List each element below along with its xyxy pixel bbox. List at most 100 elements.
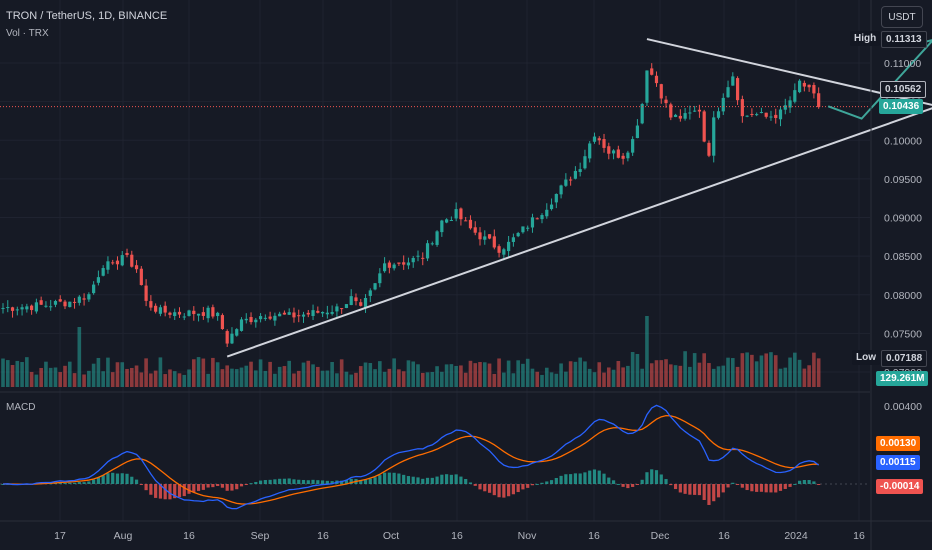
macd-histogram-bar bbox=[106, 473, 110, 484]
price-tick-label: 0.07500 bbox=[884, 328, 922, 340]
volume-bar bbox=[664, 359, 668, 387]
candle-body bbox=[316, 310, 320, 313]
macd-histogram-bar bbox=[392, 472, 396, 484]
candle-body bbox=[640, 104, 644, 124]
macd-histogram-bar bbox=[1, 484, 5, 485]
macd-histogram-bar bbox=[573, 473, 577, 484]
candle-body bbox=[378, 273, 382, 284]
volume-bar bbox=[206, 373, 210, 387]
candle-body bbox=[535, 218, 539, 220]
candle-body bbox=[716, 111, 721, 118]
candle-body bbox=[20, 307, 24, 310]
chart-title: TRON / TetherUS, 1D, BINANCE bbox=[6, 10, 168, 22]
time-tick-label: Nov bbox=[518, 530, 537, 542]
macd-histogram-bar bbox=[182, 484, 186, 497]
candle-body bbox=[134, 265, 139, 270]
time-tick-label: Sep bbox=[251, 530, 270, 542]
macd-histogram-bar bbox=[588, 470, 592, 484]
volume-bar bbox=[287, 360, 291, 387]
candle-body bbox=[87, 294, 91, 300]
volume-bar bbox=[20, 362, 24, 387]
macd-histogram-bar bbox=[640, 479, 644, 484]
volume-bar bbox=[812, 352, 816, 387]
volume-bar bbox=[115, 362, 120, 387]
candle-body bbox=[473, 227, 477, 233]
macd-histogram-bar bbox=[111, 472, 115, 484]
price-tick-label: 0.09500 bbox=[884, 174, 922, 186]
candle-body bbox=[783, 105, 787, 110]
candle-body bbox=[149, 301, 153, 308]
macd-histogram-bar bbox=[87, 481, 91, 484]
candle-body bbox=[497, 246, 501, 253]
candle-body bbox=[521, 226, 525, 233]
volume-bar bbox=[587, 368, 592, 387]
volume-bar bbox=[311, 364, 315, 387]
macd-histogram-bar bbox=[793, 483, 797, 485]
histogram-value-label: -0.00014 bbox=[876, 479, 924, 494]
candle-body bbox=[812, 85, 816, 94]
macd-histogram-bar bbox=[58, 482, 62, 484]
volume-bar bbox=[268, 361, 272, 387]
candle-body bbox=[249, 317, 253, 323]
volume-bar bbox=[649, 363, 654, 387]
candle-body bbox=[168, 312, 172, 315]
currency-button[interactable]: USDT bbox=[881, 6, 923, 28]
volume-bar bbox=[120, 362, 125, 387]
candle-body bbox=[487, 234, 492, 239]
candle-body bbox=[402, 262, 406, 265]
volume-bar bbox=[626, 365, 630, 387]
candle-body bbox=[192, 310, 196, 315]
macd-histogram-bar bbox=[149, 484, 153, 495]
macd-histogram-bar bbox=[693, 484, 697, 495]
macd-histogram-bar bbox=[268, 479, 272, 484]
time-tick-label: Dec bbox=[651, 530, 670, 542]
macd-histogram-bar bbox=[301, 479, 306, 484]
macd-histogram-bar bbox=[249, 483, 253, 485]
macd-histogram-bar bbox=[239, 484, 244, 487]
axes: 0.110000.105000.100000.095000.090000.085… bbox=[54, 58, 922, 542]
candle-body bbox=[678, 115, 682, 119]
volume-bar bbox=[416, 364, 420, 387]
volume-bar bbox=[573, 361, 578, 387]
volume-bar bbox=[101, 371, 105, 387]
volume-bar bbox=[482, 362, 487, 387]
candle-body bbox=[659, 84, 663, 99]
candle-body bbox=[201, 312, 205, 316]
volume-bar bbox=[5, 360, 10, 387]
price-tick-label: 0.10000 bbox=[884, 135, 922, 147]
macd-histogram-bar bbox=[230, 484, 234, 491]
candle-body bbox=[154, 305, 158, 312]
volume-bar bbox=[91, 363, 96, 387]
macd-histogram-bar bbox=[750, 484, 754, 492]
candle-body bbox=[340, 308, 344, 310]
macd-histogram-bar bbox=[402, 474, 406, 484]
volume-bar bbox=[544, 367, 549, 387]
macd-histogram-bar bbox=[435, 476, 439, 484]
volume-bar bbox=[616, 360, 621, 387]
candle-body bbox=[540, 215, 544, 220]
candle-body bbox=[554, 193, 558, 203]
volume-bar bbox=[492, 373, 497, 387]
volume-bar bbox=[635, 354, 640, 387]
candles bbox=[0, 63, 870, 347]
macd-histogram-bar bbox=[764, 484, 768, 493]
volume-bar bbox=[254, 370, 258, 387]
macd-histogram-bar bbox=[778, 484, 783, 491]
macd-histogram-bar bbox=[82, 482, 86, 484]
volume-bar bbox=[10, 365, 15, 387]
volume-bar bbox=[559, 363, 563, 387]
candle-body bbox=[778, 109, 783, 120]
volume-bar bbox=[640, 368, 644, 387]
candle-body bbox=[788, 100, 792, 108]
macd-line bbox=[2, 404, 820, 510]
volume-bar bbox=[425, 372, 430, 387]
candle-body bbox=[383, 263, 387, 272]
current-price-label: 0.10436 bbox=[879, 99, 924, 114]
low-label: Low bbox=[852, 350, 880, 365]
time-tick-label: 2024 bbox=[784, 530, 808, 542]
candle-body bbox=[735, 78, 740, 101]
price-tick-label: 0.09000 bbox=[884, 213, 922, 225]
candle-body bbox=[502, 249, 506, 255]
macd-histogram-bar bbox=[502, 484, 506, 498]
